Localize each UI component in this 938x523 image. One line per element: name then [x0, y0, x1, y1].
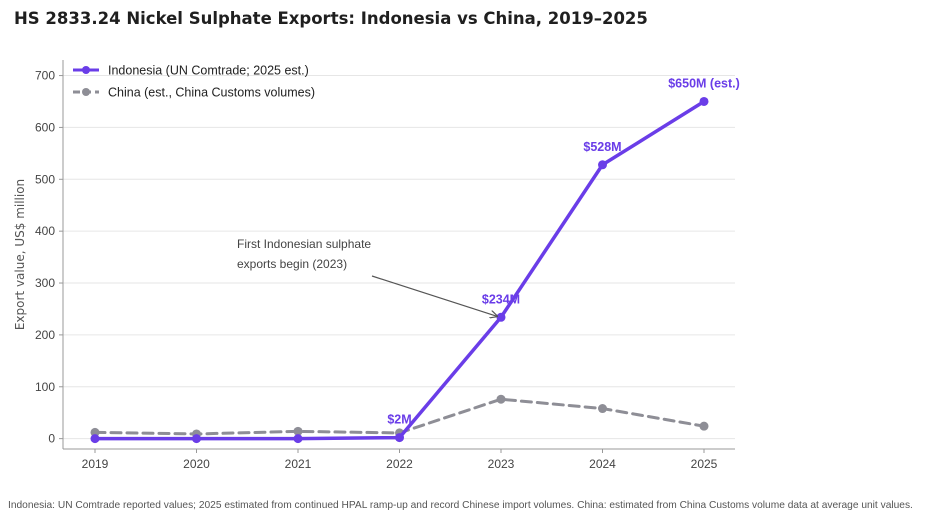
- xtick-label-2019: 2019: [82, 457, 109, 471]
- chart-title: HS 2833.24 Nickel Sulphate Exports: Indo…: [14, 9, 648, 28]
- ytick-label-700: 700: [35, 69, 55, 83]
- point-indonesia-2024: [598, 160, 607, 170]
- data-label-2024: $528M: [583, 140, 621, 154]
- xtick-label-2022: 2022: [386, 457, 413, 471]
- ytick-label-300: 300: [35, 276, 55, 290]
- axes: 0 100 200 300 400 500 600 700 2019 2020 2021 2022 20…: [13, 60, 735, 471]
- annotation-text-line-1: First Indonesian sulphate: [237, 237, 371, 251]
- point-indonesia-2022: [395, 433, 404, 443]
- point-china-2019: [90, 427, 100, 437]
- data-label-2022: $2M: [387, 413, 411, 427]
- annotation: First Indonesian sulphate exports begin (…: [237, 237, 497, 316]
- xtick-label-2020: 2020: [183, 457, 210, 471]
- ytick-label-400: 400: [35, 224, 55, 238]
- point-indonesia-2019: [90, 434, 100, 444]
- legend-label-china: China (est., China Customs volumes): [108, 86, 315, 100]
- point-indonesia-2025: [699, 96, 709, 106]
- legend-marker-indonesia: [82, 66, 90, 74]
- xtick-label-2024: 2024: [589, 457, 616, 471]
- data-labels: $2M $234M $528M $650M (est.): [387, 76, 739, 426]
- point-china-2021: [293, 426, 303, 436]
- ytick-label-200: 200: [35, 328, 55, 342]
- data-label-2025: $650M (est.): [668, 76, 740, 90]
- legend-marker-china: [82, 88, 90, 96]
- data-label-2023: $234M: [482, 292, 520, 306]
- xtick-label-2025: 2025: [691, 457, 718, 471]
- footnote: Indonesia: UN Comtrade reported values; …: [8, 500, 913, 511]
- series-layer: [90, 96, 709, 444]
- line-chart: 0 100 200 300 400 500 600 700 2019 2020 2021 2022 20…: [13, 60, 740, 471]
- annotation-text-line-2: exports begin (2023): [237, 257, 347, 271]
- ytick-label-100: 100: [35, 380, 55, 394]
- point-china-2024: [598, 404, 607, 414]
- point-china-2023: [496, 394, 506, 404]
- legend-label-indonesia: Indonesia (UN Comtrade; 2025 est.): [108, 64, 309, 78]
- annotation-arrow: [371, 275, 497, 316]
- xtick-label-2021: 2021: [285, 457, 312, 471]
- point-indonesia-2020: [192, 434, 201, 444]
- point-indonesia-2023: [496, 312, 506, 322]
- point-china-2025: [699, 421, 709, 431]
- xtick-label-2023: 2023: [488, 457, 515, 471]
- legend: Indonesia (UN Comtrade; 2025 est.) China …: [73, 64, 315, 100]
- y-axis-title: Export value, US$ million: [13, 179, 27, 330]
- grid-lines: [63, 75, 735, 440]
- ytick-label-600: 600: [35, 120, 55, 134]
- ytick-label-0: 0: [48, 432, 55, 446]
- ytick-label-500: 500: [35, 172, 55, 186]
- point-indonesia-2021: [293, 434, 303, 444]
